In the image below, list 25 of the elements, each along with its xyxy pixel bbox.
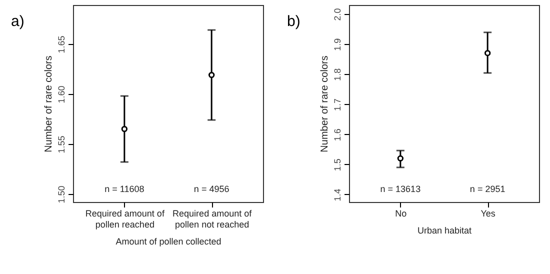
annotation: n = 11608 <box>104 184 144 194</box>
text: a) <box>11 13 24 30</box>
annotation: n = 2951 <box>470 184 506 194</box>
y-tick-label: 1.60 <box>56 86 66 104</box>
y-tick-label: 2.0 <box>332 8 342 21</box>
x-axis-title: Amount of pollen collected <box>116 236 222 246</box>
y-tick-label: 1.55 <box>56 136 66 154</box>
x-tick-label: Required amount of pollen reached <box>85 208 165 230</box>
y-tick-label: 1.9 <box>332 38 342 51</box>
y-tick-label: 1.50 <box>56 186 66 204</box>
y-tick-label: 1.5 <box>332 158 342 172</box>
y-axis-title: Number of rare colors <box>44 56 54 152</box>
y-tick-label: 1.6 <box>332 128 342 142</box>
y-tick-label: 1.4 <box>332 188 342 202</box>
y-tick-label: 1.65 <box>56 36 66 54</box>
x-axis-title: Urban habitat <box>417 226 472 236</box>
x-tick-label: Yes <box>480 208 496 218</box>
y-tick-label: 1.7 <box>332 98 342 112</box>
y-axis-title: Number of rare colors <box>320 56 330 152</box>
y-tick-label: 1.8 <box>332 68 342 81</box>
x-tick-label: Required amount of pollen not reached <box>172 208 252 230</box>
annotation: n = 4956 <box>194 184 230 194</box>
annotation: n = 13613 <box>380 184 421 194</box>
x-tick-label: No <box>395 208 407 218</box>
text: b) <box>287 13 300 30</box>
